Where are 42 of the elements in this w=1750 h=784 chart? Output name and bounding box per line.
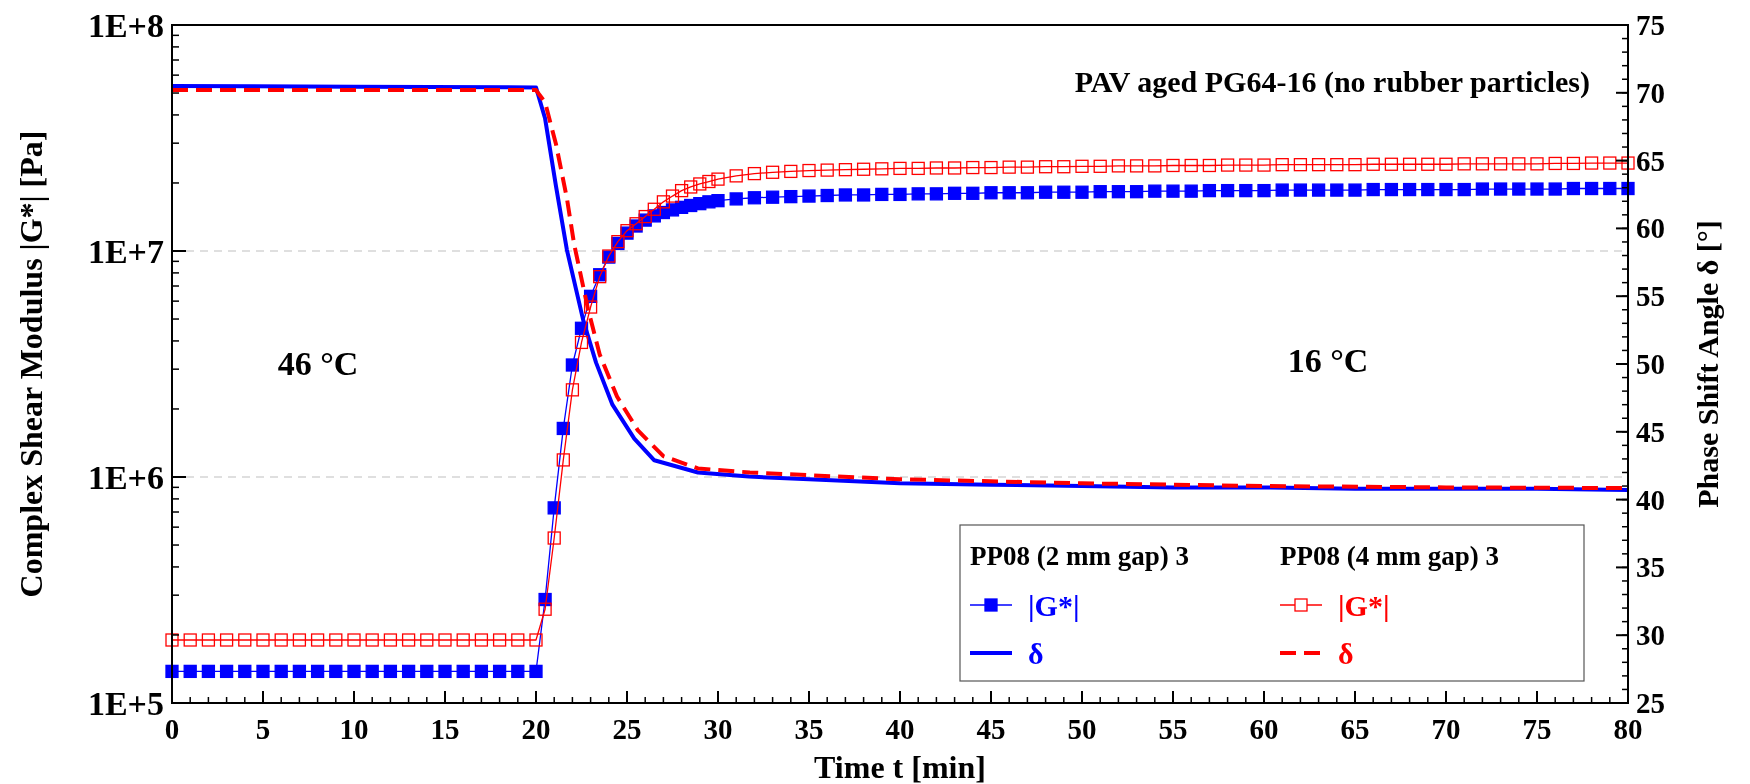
annotation: PP08 (4 mm gap) 3 [1280, 541, 1499, 571]
annotation: PP08 (2 mm gap) 3 [970, 541, 1189, 571]
y-axis-title: Complex Shear Modulus |G*| [Pa] [13, 130, 49, 598]
y-tick-label: 1E+6 [87, 459, 164, 496]
legend-label: δ [1338, 637, 1354, 670]
y2-tick-label: 50 [1636, 348, 1665, 380]
x-tick-label: 35 [794, 713, 824, 745]
y2-tick-label: 45 [1636, 415, 1665, 448]
annotation: 16 °C [1287, 342, 1369, 379]
y2-axis-title: Phase Shift Angle δ [°] [1691, 220, 1724, 508]
x-axis-title: Time t [min] [814, 749, 986, 784]
x-tick-label: 40 [885, 713, 915, 745]
x-tick-label: 30 [703, 713, 733, 745]
y-tick-label: 1E+8 [87, 7, 164, 44]
y2-tick-label: 30 [1636, 619, 1665, 652]
y2-tick-label: 70 [1636, 76, 1665, 109]
legend-label: |G*| [1028, 589, 1080, 622]
x-tick-label: 25 [612, 713, 642, 745]
x-tick-label: 0 [164, 713, 180, 745]
y2-tick-label: 35 [1636, 551, 1665, 584]
y-tick-label: 1E+7 [87, 233, 164, 270]
x-tick-label: 65 [1340, 713, 1370, 745]
x-tick-label: 75 [1522, 713, 1552, 745]
x-tick-label: 45 [976, 713, 1006, 745]
x-tick-label: 20 [521, 713, 551, 745]
legend-label: δ [1028, 637, 1044, 670]
y2-tick-label: 55 [1636, 280, 1665, 313]
y2-tick-label: 40 [1636, 483, 1665, 516]
y2-tick-label: 65 [1636, 144, 1665, 177]
legend-label: |G*| [1338, 589, 1390, 622]
y-tick-label: 1E+5 [87, 685, 164, 722]
x-tick-label: 55 [1158, 713, 1188, 745]
x-tick-label: 60 [1249, 713, 1279, 745]
x-tick-label: 10 [339, 713, 369, 745]
x-tick-label: 70 [1431, 713, 1461, 745]
y2-tick-label: 75 [1636, 9, 1665, 41]
x-tick-label: 5 [255, 713, 271, 745]
text: PAV aged PG64-16 (no rubber particles) [1074, 65, 1590, 99]
y2-tick-label: 60 [1636, 212, 1665, 245]
x-tick-label: 50 [1067, 713, 1097, 745]
x-tick-label: 15 [430, 713, 460, 745]
annotation: 46 °C [277, 345, 359, 382]
